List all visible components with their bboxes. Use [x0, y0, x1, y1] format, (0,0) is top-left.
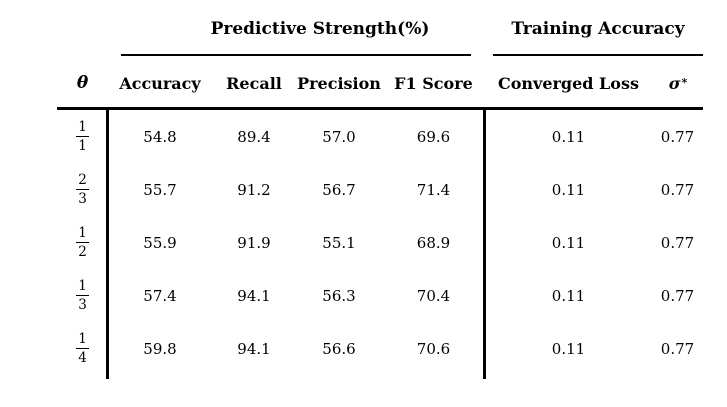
theta-fraction: 1 1 — [76, 120, 89, 153]
theta-fraction: 1 2 — [76, 226, 89, 259]
cell-converged-loss: 0.11 — [551, 339, 586, 358]
cell-recall: 89.4 — [237, 127, 271, 146]
fraction-bar — [76, 347, 89, 350]
column-header-sigma-star: σ * — [652, 56, 703, 110]
sigma-star-superscript: * — [681, 75, 688, 89]
cell-precision: 57.0 — [322, 127, 356, 146]
fraction-denominator: 3 — [78, 190, 87, 207]
cell-converged-loss: 0.11 — [551, 233, 586, 252]
theta-fraction: 1 4 — [76, 332, 89, 365]
cell-f1-score: 70.4 — [416, 286, 451, 305]
spanner-training-accuracy-label: Training Accuracy — [511, 19, 685, 39]
table-row: 2 3 55.7 91.2 56.7 71.4 0.11 0.77 — [57, 163, 703, 216]
cell-theta: 1 4 — [57, 322, 108, 375]
cell-accuracy: 55.9 — [143, 233, 177, 252]
column-header-converged-loss: Converged Loss — [497, 73, 639, 93]
fraction-denominator: 3 — [78, 296, 87, 313]
cell-accuracy: 54.8 — [143, 127, 177, 146]
cell-sigma-star: 0.77 — [660, 233, 695, 252]
fraction-denominator: 2 — [78, 243, 87, 260]
cell-precision: 55.1 — [322, 233, 356, 252]
sigma-symbol: σ — [668, 73, 681, 93]
column-header-recall: Recall — [226, 73, 282, 93]
cell-f1-score: 71.4 — [416, 180, 451, 199]
cell-theta: 1 2 — [57, 216, 108, 269]
theta-divider-line — [106, 107, 109, 379]
table-row: 1 1 54.8 89.4 57.0 69.6 0.11 0.77 — [57, 110, 703, 163]
cell-f1-score: 68.9 — [416, 233, 451, 252]
cell-recall: 91.2 — [237, 180, 271, 199]
fraction-numerator: 1 — [78, 119, 87, 136]
cell-accuracy: 57.4 — [143, 286, 177, 305]
cell-precision: 56.3 — [322, 286, 356, 305]
fraction-bar — [76, 188, 89, 191]
column-header-f1-score: F1 Score — [394, 73, 473, 93]
cell-theta: 2 3 — [57, 163, 108, 216]
column-header-accuracy: Accuracy — [119, 73, 201, 93]
cell-recall: 91.9 — [237, 233, 271, 252]
column-header-theta: θ — [76, 73, 89, 93]
cell-accuracy: 59.8 — [143, 339, 177, 358]
fraction-denominator: 1 — [78, 137, 87, 154]
cell-f1-score: 69.6 — [416, 127, 451, 146]
cell-precision: 56.7 — [322, 180, 356, 199]
theta-fraction: 1 3 — [76, 279, 89, 312]
spanner-row: Predictive Strength(%) Training Accuracy — [57, 10, 703, 56]
cell-recall: 94.1 — [237, 286, 271, 305]
cell-sigma-star: 0.77 — [660, 286, 695, 305]
fraction-bar — [76, 241, 89, 244]
fraction-denominator: 4 — [78, 349, 87, 366]
table-row: 1 2 55.9 91.9 55.1 68.9 0.11 0.77 — [57, 216, 703, 269]
cell-sigma-star: 0.77 — [660, 339, 695, 358]
fraction-bar — [76, 135, 89, 138]
column-header-precision: Precision — [297, 73, 381, 93]
section-divider-line — [483, 107, 486, 379]
theta-fraction: 2 3 — [76, 173, 89, 206]
cell-theta: 1 1 — [57, 110, 108, 163]
cell-converged-loss: 0.11 — [551, 127, 586, 146]
fraction-numerator: 1 — [78, 225, 87, 242]
cell-recall: 94.1 — [237, 339, 271, 358]
spanner-spacer — [57, 10, 108, 56]
table-row: 1 3 57.4 94.1 56.3 70.4 0.11 0.77 — [57, 269, 703, 322]
cell-sigma-star: 0.77 — [660, 127, 695, 146]
spanner-predictive-strength: Predictive Strength(%) — [121, 10, 471, 56]
fraction-numerator: 2 — [78, 172, 87, 189]
cell-accuracy: 55.7 — [143, 180, 177, 199]
cell-theta: 1 3 — [57, 269, 108, 322]
spanner-predictive-strength-label: Predictive Strength(%) — [210, 19, 430, 39]
fraction-numerator: 1 — [78, 278, 87, 295]
fraction-numerator: 1 — [78, 331, 87, 348]
cell-precision: 56.6 — [322, 339, 356, 358]
cell-sigma-star: 0.77 — [660, 180, 695, 199]
cell-f1-score: 70.6 — [416, 339, 451, 358]
fraction-bar — [76, 294, 89, 297]
header-rule — [57, 107, 703, 110]
table-row: 1 4 59.8 94.1 56.6 70.6 0.11 0.77 — [57, 322, 703, 375]
spanner-training-accuracy: Training Accuracy — [493, 10, 703, 56]
column-header-row: θ Accuracy Recall Precision F1 Score Con… — [57, 56, 703, 110]
cell-converged-loss: 0.11 — [551, 180, 586, 199]
cell-converged-loss: 0.11 — [551, 286, 586, 305]
results-table: Predictive Strength(%) Training Accuracy… — [57, 10, 703, 379]
